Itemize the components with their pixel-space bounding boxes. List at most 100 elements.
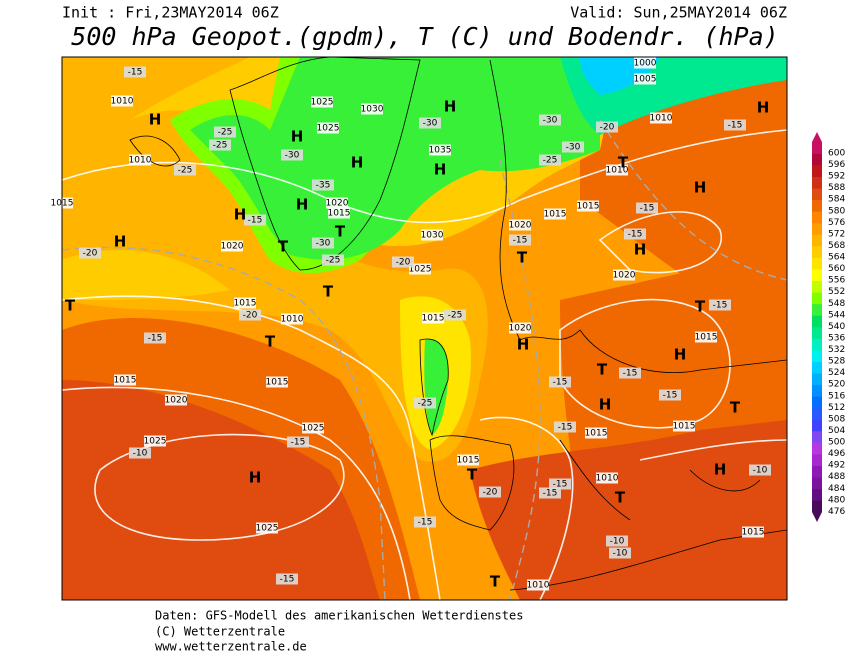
isobar-label-box xyxy=(281,313,303,325)
temperature-label-box xyxy=(129,447,151,459)
temperature-label-box xyxy=(606,535,628,547)
isobar-label: 1015 xyxy=(234,299,257,309)
colorbar-swatch xyxy=(812,384,822,397)
isobar-label: 1025 xyxy=(256,524,279,534)
temperature-label: -10 xyxy=(610,537,625,547)
temperature-label: -15 xyxy=(558,423,573,433)
isobar-label-box xyxy=(422,312,444,324)
colorbar-swatch xyxy=(812,361,822,374)
isobar-label: 1010 xyxy=(281,315,304,325)
pressure-center: H xyxy=(757,99,770,117)
colorbar-swatch xyxy=(812,407,822,420)
colorbar-label: 560 xyxy=(828,264,845,274)
isobar-label: 1010 xyxy=(129,156,152,166)
temperature-label-box xyxy=(479,486,501,498)
temperature-label-box xyxy=(287,436,309,448)
temperature-label: -15 xyxy=(543,489,558,499)
temperature-label: -30 xyxy=(543,116,558,126)
colorbar-label: 512 xyxy=(828,403,845,413)
colorbar-swatch xyxy=(812,350,822,362)
temperature-label-box xyxy=(209,139,231,151)
pressure-center: H xyxy=(517,336,530,354)
colorbar-swatch xyxy=(812,199,822,212)
colorbar-label: 536 xyxy=(828,333,845,343)
colorbar-label: 476 xyxy=(828,507,845,517)
temperature-label-box xyxy=(79,247,101,259)
temperature-label-box xyxy=(312,237,334,249)
isobar-label-box xyxy=(361,103,383,115)
pressure-center: H xyxy=(351,154,364,172)
temperature-label: -25 xyxy=(448,311,463,321)
temperature-label: -30 xyxy=(316,239,331,249)
isobar-label: 1020 xyxy=(509,324,532,334)
temperature-label: -25 xyxy=(418,399,433,409)
temperature-label-box xyxy=(709,299,731,311)
footer-source: Daten: GFS-Modell des amerikanischen Wet… xyxy=(155,609,523,623)
temperature-label-box xyxy=(549,478,571,490)
temperature-label-box xyxy=(509,234,531,246)
isobar-label-box xyxy=(606,164,628,176)
colorbar-swatch xyxy=(812,165,822,177)
isobar-label: 1000 xyxy=(634,59,657,69)
colorbar-swatch xyxy=(812,211,822,224)
pressure-center: T xyxy=(730,399,741,417)
pressure-center: T xyxy=(278,238,289,256)
isobar-label: 1010 xyxy=(650,114,673,124)
pressure-center: H xyxy=(234,206,247,224)
temperature-label-box xyxy=(562,141,584,153)
isobar-label-box xyxy=(221,240,243,252)
colorbar-swatch xyxy=(812,477,822,490)
temperature-label-box xyxy=(174,164,196,176)
colorbar-swatch xyxy=(812,222,822,235)
temperature-label-box xyxy=(444,309,466,321)
colorbar-label: 596 xyxy=(828,160,845,170)
temperature-label-box xyxy=(619,367,641,379)
colorbar-swatch xyxy=(812,327,822,339)
colorbar-label: 520 xyxy=(828,380,845,390)
colorbar-swatch xyxy=(812,269,822,282)
colorbar-label: 580 xyxy=(828,206,845,216)
colorbar: 4764804844884924965005045085125165205245… xyxy=(812,132,845,522)
temperature-label: -20 xyxy=(83,249,98,259)
temperature-label: -10 xyxy=(753,466,768,476)
colorbar-swatch xyxy=(812,142,822,154)
isobar-label: 1020 xyxy=(165,396,188,406)
isobar-label: 1015 xyxy=(695,333,718,343)
temperature-label: -15 xyxy=(628,230,643,240)
pressure-center: T xyxy=(615,489,626,507)
isobar-label: 1035 xyxy=(429,146,452,156)
isobar-label-box xyxy=(326,197,348,209)
pressure-center: T xyxy=(618,154,629,172)
isobar-label-box xyxy=(457,454,479,466)
isobar-label: 1025 xyxy=(302,424,325,434)
temperature-label: -15 xyxy=(553,378,568,388)
colorbar-swatch xyxy=(812,292,822,305)
isobar-label: 1025 xyxy=(409,265,432,275)
temperature-label: -15 xyxy=(663,391,678,401)
isobar-label: 1015 xyxy=(577,202,600,212)
isobar-label: 1020 xyxy=(509,221,532,231)
temperature-label-box xyxy=(124,66,146,78)
pressure-center: T xyxy=(597,361,608,379)
isobar-label-box xyxy=(742,526,764,538)
isobar-label-box xyxy=(634,73,656,85)
temperature-label-box xyxy=(239,309,261,321)
isobar-label: 1015 xyxy=(742,528,765,538)
temperature-label-box xyxy=(549,376,571,388)
colorbar-swatch xyxy=(812,431,822,443)
isobar-label-box xyxy=(421,229,443,241)
isobar-label: 1015 xyxy=(266,378,289,388)
isobar-label: 1020 xyxy=(221,242,244,252)
colorbar-arrow-top xyxy=(812,132,822,142)
footer-copyright: (C) Wetterzentrale xyxy=(155,625,285,639)
isobar-label-box xyxy=(544,208,566,220)
isobar-label: 1015 xyxy=(422,314,445,324)
map-frame xyxy=(61,56,788,601)
isobar-label: 1015 xyxy=(585,429,608,439)
pressure-center: H xyxy=(634,241,647,259)
temperature-label: -20 xyxy=(243,311,258,321)
temperature-label: -35 xyxy=(316,181,331,191)
temperature-label-box xyxy=(312,179,334,191)
isobar-label-box xyxy=(266,376,288,388)
temperature-label: -30 xyxy=(423,119,438,129)
